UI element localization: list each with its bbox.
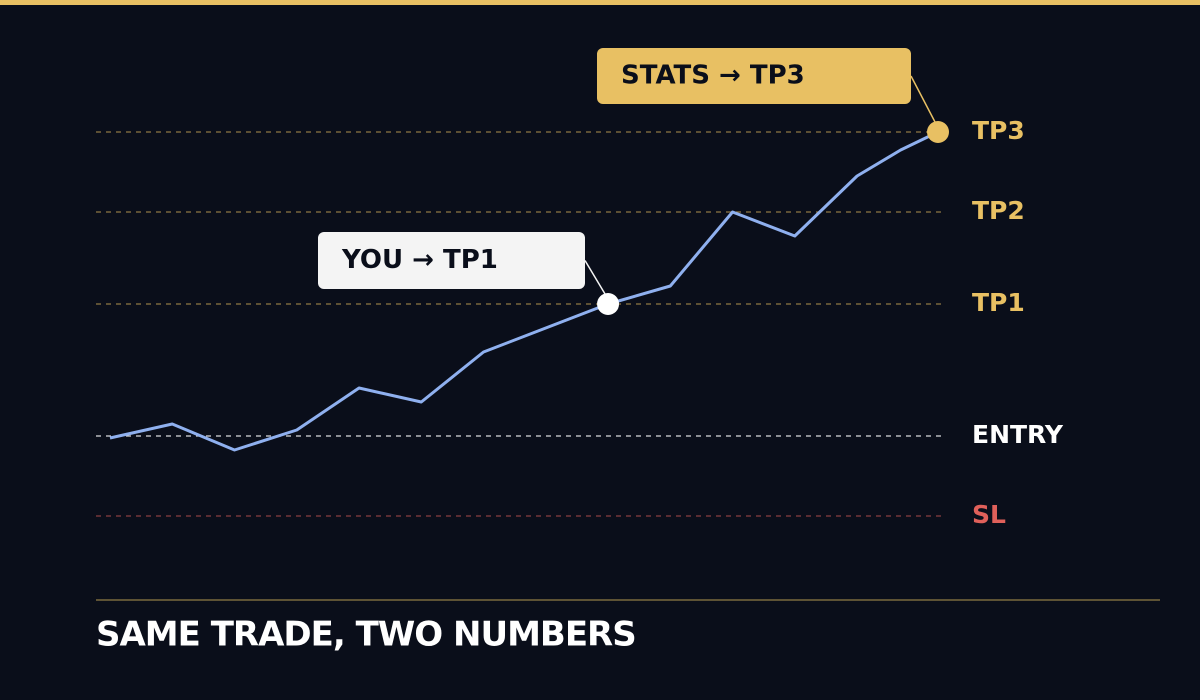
- callout-connector: [584, 260, 606, 295]
- callout-text: STATS → TP3: [621, 61, 805, 91]
- level-label: TP1: [972, 288, 1025, 317]
- point-marker: [597, 293, 620, 315]
- callout-connector: [910, 75, 936, 123]
- level-label: TP3: [972, 116, 1025, 145]
- top-stripe: [0, 0, 1200, 5]
- chart-title: SAME TRADE, TWO NUMBERS: [96, 615, 636, 655]
- callout-box: [318, 232, 585, 289]
- level-label: SL: [972, 500, 1006, 529]
- callout-text: YOU → TP1: [341, 245, 498, 275]
- price-line: [109, 130, 939, 452]
- callout-box: [597, 48, 911, 104]
- level-label: ENTRY: [972, 420, 1064, 449]
- level-label: TP2: [972, 196, 1025, 225]
- point-marker: [927, 121, 949, 143]
